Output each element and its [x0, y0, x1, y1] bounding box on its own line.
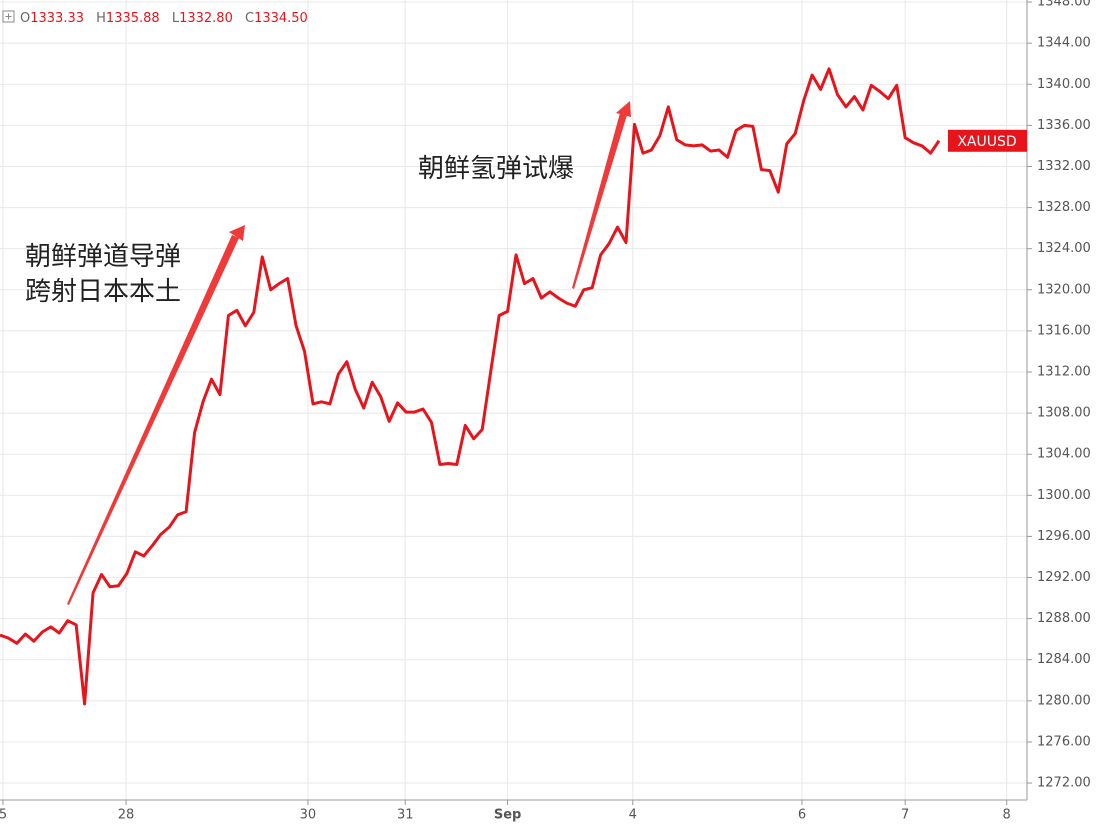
arrow-shaft	[572, 113, 627, 289]
y-tick-label: 1340.00	[1037, 77, 1091, 92]
ohlc-key: H	[96, 11, 106, 26]
x-tick-label: Sep	[494, 808, 522, 823]
y-tick-label: 1292.00	[1037, 570, 1091, 585]
ohlc-key: O	[20, 11, 30, 26]
y-tick-label: 1312.00	[1037, 364, 1091, 379]
y-tick-label: 1288.00	[1037, 611, 1091, 626]
plot	[0, 67, 941, 706]
arrows	[67, 101, 631, 605]
y-tick-label: 1296.00	[1037, 529, 1091, 544]
x-tick-label: 8	[1003, 808, 1011, 823]
x-tick-label: 31	[397, 808, 414, 823]
header: O1333.33 H1335.88 L1332.80 C1334.50	[2, 10, 308, 26]
y-tick-label: 1304.00	[1037, 447, 1091, 462]
arrow-head	[229, 225, 245, 241]
annotation: 朝鲜弹道导弹	[25, 242, 181, 272]
price-line	[0, 67, 941, 706]
y-tick-label: 1320.00	[1037, 282, 1091, 297]
y-tick-label: 1344.00	[1037, 36, 1091, 51]
x-tick-label: 28	[118, 808, 135, 823]
ohlc: O1333.33 H1335.88 L1332.80 C1334.50	[20, 11, 308, 26]
ohlc-key: C	[245, 11, 254, 26]
y-tick-label: 1300.00	[1037, 488, 1091, 503]
y-tick-label: 1284.00	[1037, 652, 1091, 667]
ohlc-value: 1332.80	[179, 11, 233, 26]
y-tick-label: 1272.00	[1037, 776, 1091, 791]
y-tick-label: 1276.00	[1037, 734, 1091, 749]
grid	[0, 0, 1027, 800]
ohlc-value: 1334.50	[254, 11, 308, 26]
x-tick-label: 5	[0, 808, 7, 823]
y-tick-label: 1324.00	[1037, 241, 1091, 256]
y-tick-label: 1336.00	[1037, 118, 1091, 133]
x-tick-label: 6	[798, 808, 806, 823]
x-tick-label: 7	[901, 808, 909, 823]
ohlc-key: L	[172, 11, 180, 26]
arrow-head	[616, 101, 631, 117]
y-tick-label: 1280.00	[1037, 693, 1091, 708]
annotation: 跨射日本本土	[25, 277, 181, 307]
y-tick-label: 1328.00	[1037, 200, 1091, 215]
x-tick-label: 30	[300, 808, 317, 823]
ohlc-value: 1335.88	[106, 11, 160, 26]
x-tick-label: 4	[629, 808, 637, 823]
annotation: 朝鲜氢弹试爆	[418, 154, 574, 184]
y-tick-label: 1332.00	[1037, 159, 1091, 174]
series-name: XAUUSD	[957, 134, 1016, 150]
arrow-shaft	[67, 235, 239, 605]
expand-icon[interactable]	[2, 10, 15, 23]
y-tick-label: 1316.00	[1037, 323, 1091, 338]
ohlc-value: 1333.33	[30, 11, 84, 26]
price-tag	[948, 129, 1027, 152]
y-tick-label: 1308.00	[1037, 406, 1091, 421]
y-tick-label: 1348.00	[1037, 0, 1091, 10]
